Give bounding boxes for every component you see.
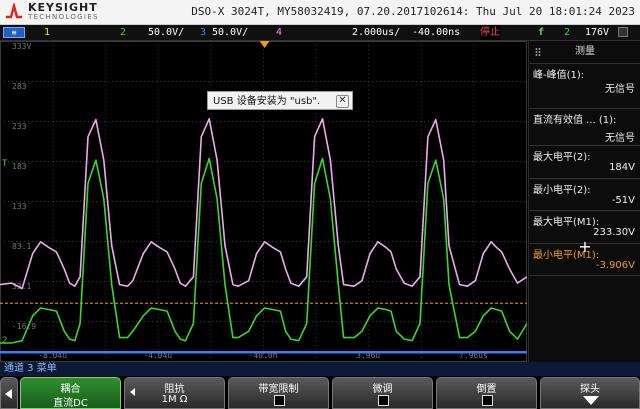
submenu-arrow-icon (583, 396, 599, 405)
checkbox-icon (274, 395, 285, 406)
keysight-logo-icon (6, 3, 22, 19)
softkey-label: 微调 (372, 384, 393, 395)
usb-notification: USB 设备安装为 "usb". ✕ (207, 91, 353, 110)
ch2-ground-marker[interactable]: 2 (2, 336, 7, 346)
y-axis-label: 183 (12, 162, 27, 171)
y-axis-label: 83.1 (12, 242, 31, 251)
softkey-label: 耦合 (60, 384, 81, 395)
impedance-softkey[interactable]: 阻抗 1M Ω (124, 377, 225, 409)
notification-text: USB 设备安装为 "usb". (213, 96, 321, 107)
measurement-value: 无信号 (605, 133, 635, 144)
softkey-label: 倒置 (476, 384, 497, 395)
measurement-label: 最大电平(2): (533, 152, 591, 163)
trace-M1 (0, 118, 527, 290)
measurement-title: 测量 (575, 46, 595, 57)
softkey-value: 直流DC (53, 398, 88, 409)
measurement-panel: 测量 峰-峰值(1): 无信号 直流有效值 ... (1): 无信号 最大电平(… (528, 41, 640, 362)
add-measurement-button[interactable]: + (578, 237, 592, 256)
measurement-item[interactable]: 直流有效值 ... (1): 无信号 (529, 109, 640, 146)
measurement-value: 无信号 (605, 84, 635, 95)
menu-title: 通道 3 菜单 (0, 362, 640, 376)
timebase[interactable]: 2.000us/ (352, 27, 401, 38)
softkey-value: 1M Ω (161, 394, 188, 405)
y-axis-label: 283 (12, 82, 27, 91)
measurement-label: 最小电平(M1): (533, 249, 600, 261)
vernier-softkey[interactable]: 微调 (332, 377, 433, 409)
y-axis-label: 233 (12, 122, 27, 131)
y-axis-label: 33.1 (12, 282, 31, 291)
brand-subtitle: TECHNOLOGIES (28, 13, 99, 21)
back-arrow-icon (5, 389, 12, 399)
bandwidth-limit-softkey[interactable]: 带宽限制 (228, 377, 329, 409)
status-bar: ≡ 1 2 50.0V/ 3 50.0V/ 4 2.000us/ -40.00n… (0, 25, 640, 41)
invert-softkey[interactable]: 倒置 (436, 377, 537, 409)
menu-icon[interactable]: ≡ (3, 27, 25, 38)
trace-2 (0, 157, 527, 344)
measurement-item[interactable]: 最小电平(M1): -3.906V (529, 244, 640, 276)
back-button[interactable] (0, 377, 18, 409)
panel-toggle-icon[interactable] (618, 27, 628, 37)
device-info: DSO-X 3024T, MY58032419, 07.20.201710261… (191, 5, 635, 18)
grip-icon[interactable] (535, 47, 541, 57)
softkey-bar: 耦合 直流DC 阻抗 1M Ω 带宽限制 微调 倒置 探头 (0, 376, 640, 409)
brand-name: KEYSIGHT (28, 1, 98, 14)
probe-softkey[interactable]: 探头 (540, 377, 640, 409)
measurement-value: 184V (609, 162, 635, 173)
coupling-softkey[interactable]: 耦合 直流DC (20, 377, 121, 409)
ch2-indicator[interactable]: 2 (120, 27, 127, 38)
measurement-value: -3.906V (595, 259, 635, 271)
measurement-label: 峰-峰值(1): (533, 70, 585, 81)
trigger-level[interactable]: 176V (585, 27, 610, 38)
x-axis-label: 7.96us (459, 351, 488, 360)
measurement-label: 直流有效值 ... (1): (533, 115, 617, 126)
measurement-header: 测量 (529, 41, 640, 64)
x-axis-label: 3.96u (356, 351, 380, 360)
trigger-edge-icon: f (538, 27, 545, 38)
y-axis-label: 333V (12, 42, 31, 51)
checkbox-icon (378, 395, 389, 406)
measurement-item[interactable]: 最大电平(M1): 233.30V (529, 211, 640, 244)
graticule (0, 41, 527, 362)
softkey-label: 带宽限制 (258, 384, 299, 395)
x-axis-label: -8.04u (38, 351, 67, 360)
softkey-label: 阻抗 (164, 384, 185, 395)
y-axis-label: -16.9 (12, 322, 36, 331)
measurement-item[interactable]: 峰-峰值(1): 无信号 (529, 64, 640, 109)
run-state[interactable]: 停止 (480, 25, 500, 40)
checkbox-icon (482, 395, 493, 406)
y-axis-label: 133 (12, 202, 27, 211)
measurement-label: 最大电平(M1): (533, 217, 600, 228)
ch3-scale[interactable]: 50.0V/ (212, 27, 249, 38)
trigger-source[interactable]: 2 (564, 27, 571, 38)
ch1-indicator[interactable]: 1 (44, 27, 51, 38)
measurement-value: -51V (611, 194, 635, 206)
close-icon[interactable]: ✕ (336, 95, 349, 108)
cycle-icon (130, 388, 135, 396)
measurement-label: 最小电平(2): (533, 184, 591, 196)
trigger-position-marker[interactable] (259, 41, 270, 48)
measurement-item[interactable]: 最大电平(2): 184V (529, 146, 640, 179)
ch3-indicator[interactable]: 3 (200, 27, 207, 38)
delay[interactable]: -40.00ns (412, 27, 461, 38)
x-axis-label: -40.0n (249, 351, 278, 360)
measurement-value: 233.30V (593, 227, 635, 238)
trigger-level-marker[interactable]: T (2, 159, 8, 169)
title-banner: KEYSIGHT TECHNOLOGIES DSO-X 3024T, MY580… (0, 0, 640, 25)
x-axis-label: -4.04u (143, 351, 172, 360)
ch2-scale[interactable]: 50.0V/ (148, 27, 185, 38)
softkey-label: 探头 (580, 384, 600, 395)
ch4-indicator[interactable]: 4 (276, 27, 283, 38)
measurement-item[interactable]: 最小电平(2): -51V (529, 179, 640, 211)
